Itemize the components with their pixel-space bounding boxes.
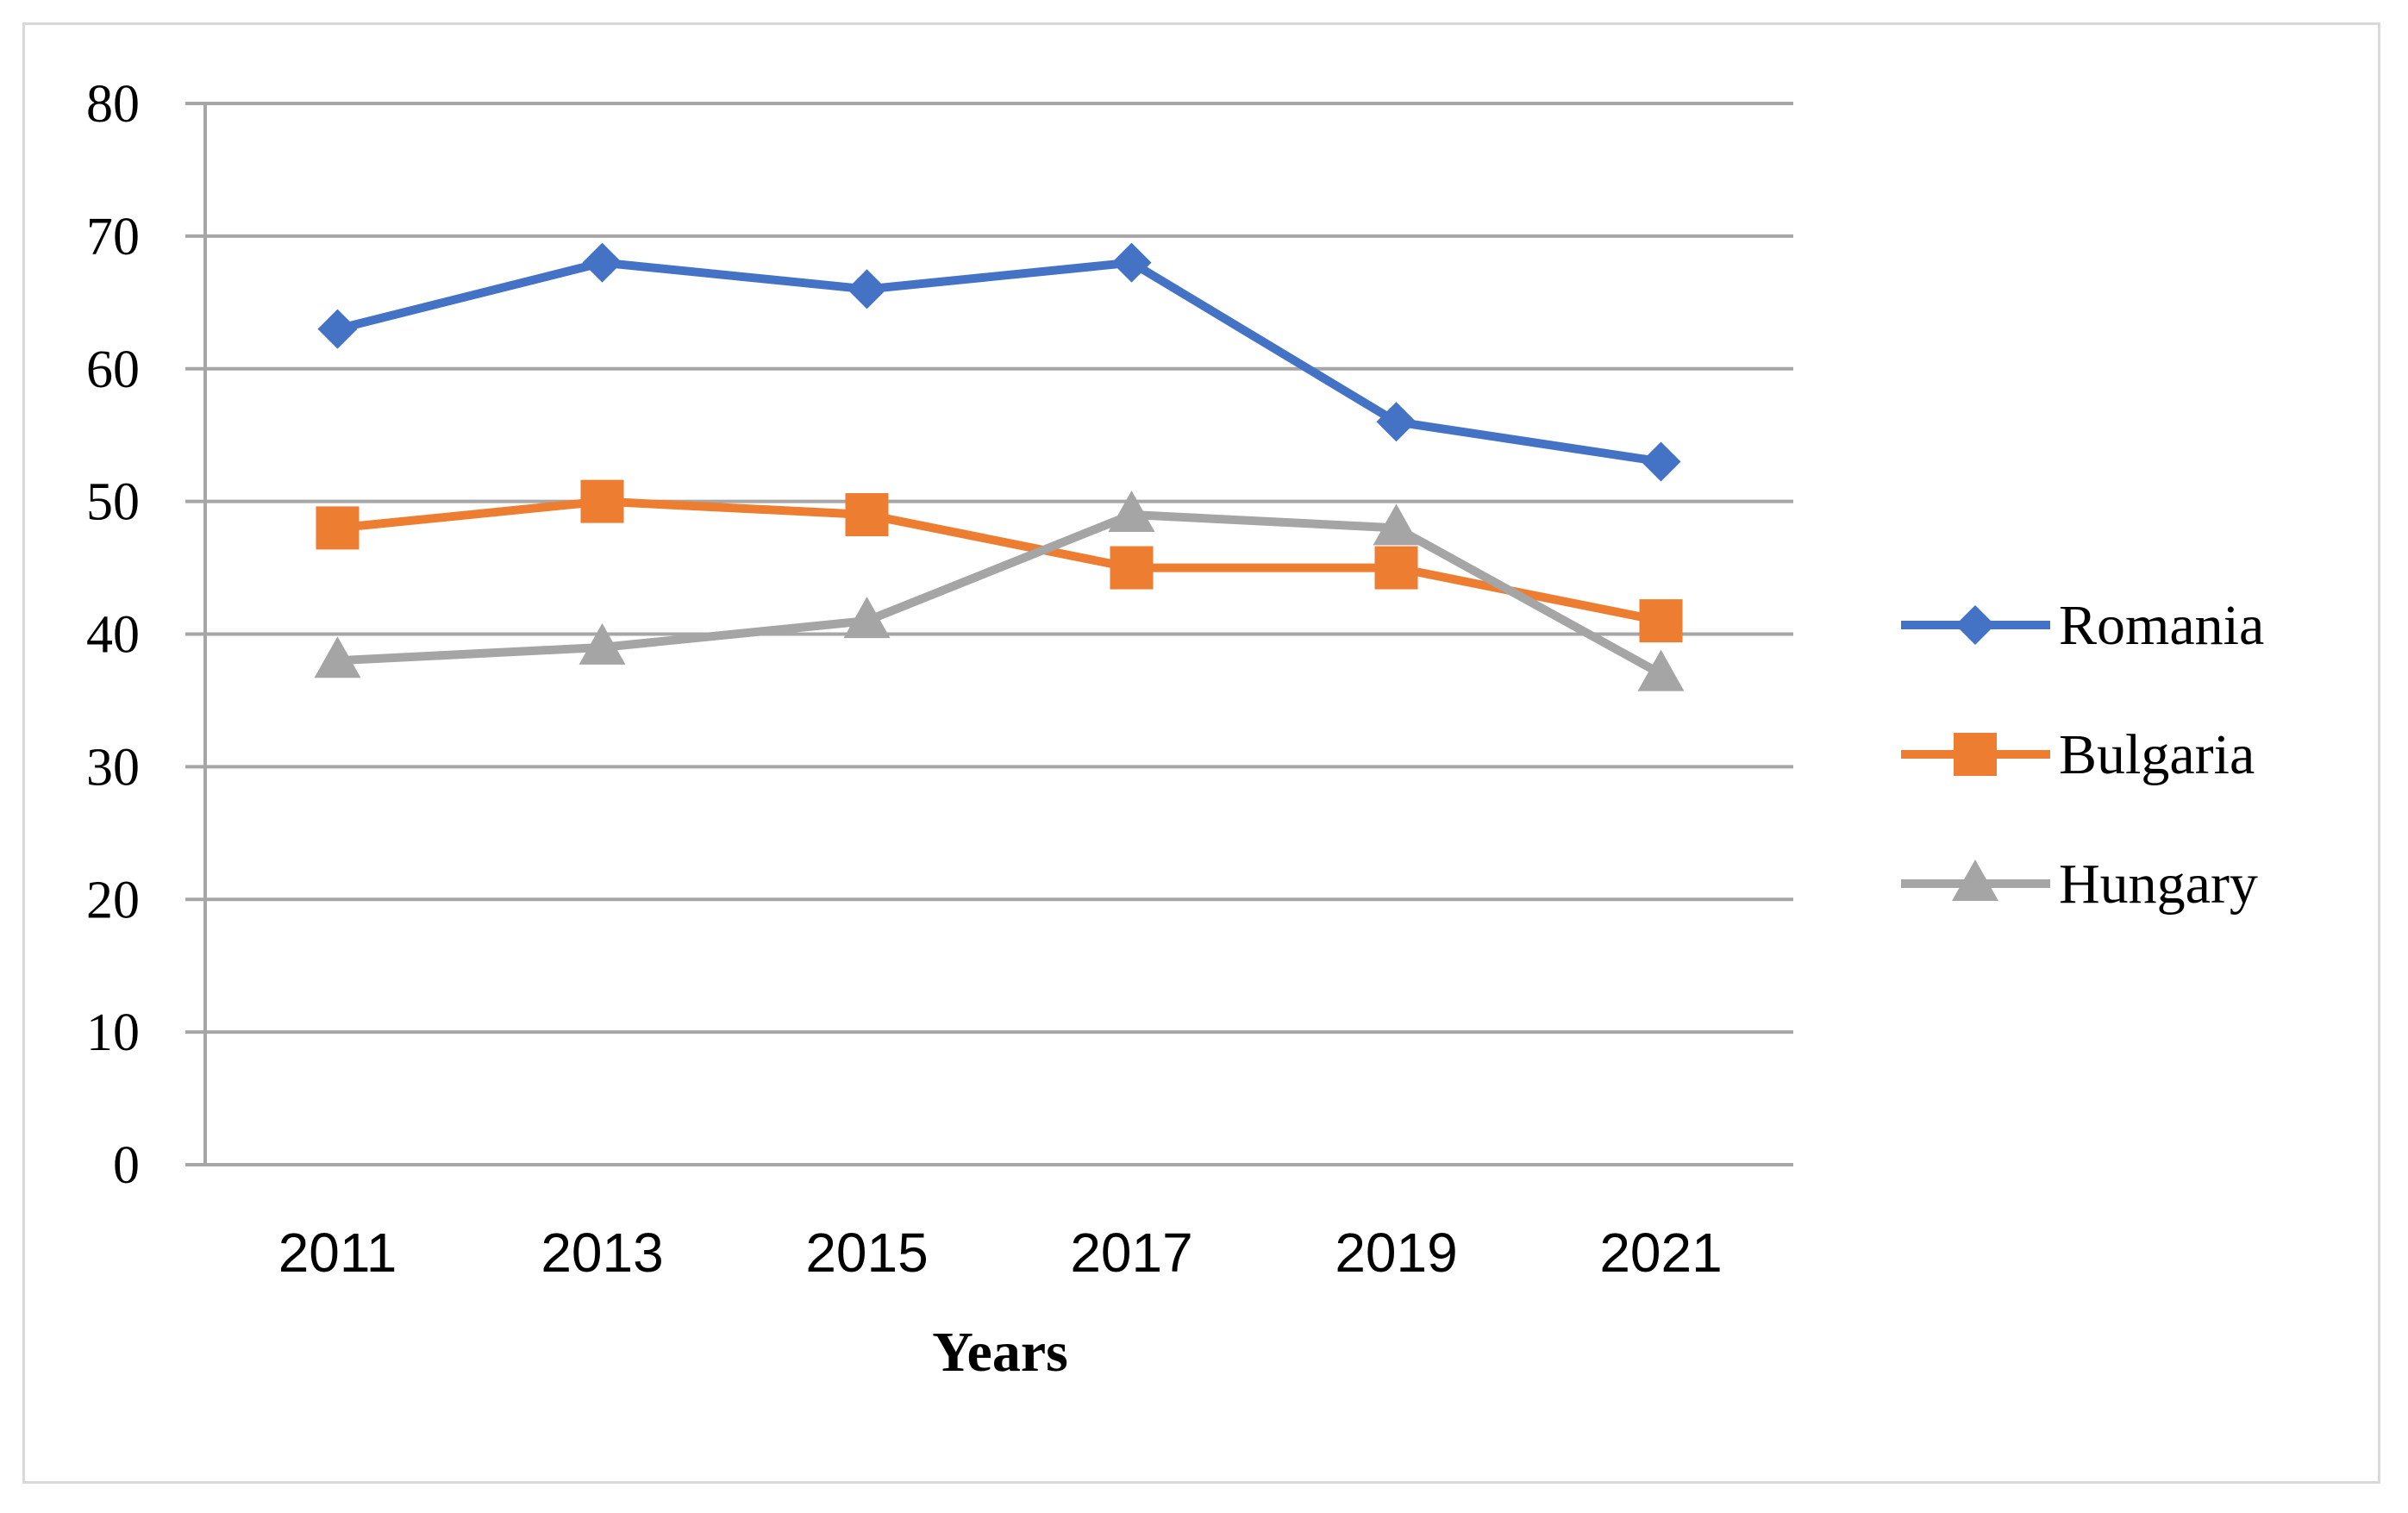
legend-label-bulgaria: Bulgaria <box>2059 723 2255 786</box>
series-hungary <box>314 491 1685 691</box>
data-point-hungary-2013 <box>579 622 626 665</box>
data-point-hungary-2015 <box>843 597 891 639</box>
data-point-bulgaria-2011 <box>316 506 360 550</box>
data-point-romania-2017 <box>1111 242 1152 283</box>
y-tick-label: 10 <box>86 1003 140 1062</box>
x-tick-label: 2011 <box>278 1222 397 1284</box>
y-tick-label: 50 <box>86 473 140 532</box>
data-point-romania-2011 <box>317 309 358 349</box>
legend-marker-romania <box>1955 605 1995 645</box>
x-tick-label: 2015 <box>805 1222 928 1284</box>
data-point-bulgaria-2013 <box>580 479 624 523</box>
data-point-hungary-2019 <box>1373 503 1420 546</box>
legend-item-romania: Romania <box>1901 594 2264 657</box>
legend-item-bulgaria: Bulgaria <box>1901 723 2255 786</box>
data-point-romania-2019 <box>1376 402 1417 442</box>
legend: Romania Bulgaria Hungary <box>1901 594 2264 916</box>
series-line-bulgaria <box>337 497 1662 626</box>
data-point-hungary-2021 <box>1637 649 1685 691</box>
series-romania <box>317 242 1681 482</box>
y-tick-label: 30 <box>86 738 140 797</box>
series-line-romania <box>336 258 1662 466</box>
data-point-hungary-2011 <box>314 636 361 678</box>
x-tick-label: 2013 <box>541 1222 663 1284</box>
data-point-bulgaria-2021 <box>1639 599 1683 643</box>
data-point-bulgaria-2017 <box>1110 546 1154 590</box>
legend-marker-hungary <box>1952 860 1998 901</box>
series-line-hungary <box>337 510 1663 678</box>
series-bulgaria <box>316 479 1683 643</box>
legend-item-hungary: Hungary <box>1901 853 2258 916</box>
y-tick-label: 0 <box>113 1136 140 1195</box>
data-point-hungary-2017 <box>1108 491 1155 533</box>
y-tick-label: 40 <box>86 606 140 665</box>
legend-label-hungary: Hungary <box>2059 853 2258 916</box>
series <box>314 242 1685 691</box>
x-axis-title: Years <box>932 1321 1068 1384</box>
x-tick-label: 2017 <box>1070 1222 1192 1284</box>
data-point-bulgaria-2015 <box>845 493 889 537</box>
gridlines <box>185 102 1793 1166</box>
y-tick-label: 20 <box>86 871 140 929</box>
y-tick-label: 60 <box>86 341 140 399</box>
y-tick-label: 70 <box>86 208 140 266</box>
legend-label-romania: Romania <box>2059 594 2264 657</box>
legend-marker-bulgaria <box>1954 733 1997 776</box>
data-point-bulgaria-2019 <box>1374 546 1418 590</box>
data-point-romania-2013 <box>582 242 622 283</box>
x-tick-label: 2019 <box>1335 1222 1457 1284</box>
data-point-romania-2021 <box>1641 441 1681 482</box>
tick-labels: 0 10 20 30 40 50 60 70 80 2011 2013 2015 2017 2019 202… <box>86 75 1723 1284</box>
y-tick-label: 80 <box>86 75 140 134</box>
data-point-romania-2015 <box>847 269 887 309</box>
x-tick-label: 2021 <box>1599 1222 1722 1284</box>
